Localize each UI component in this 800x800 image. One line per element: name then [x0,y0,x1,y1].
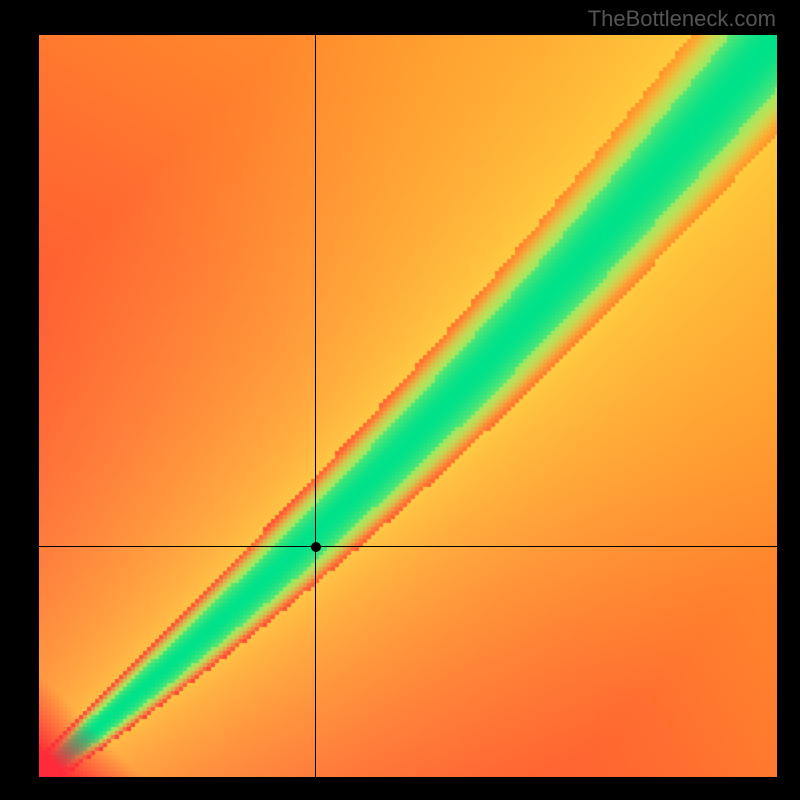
crosshair-horizontal [39,546,777,547]
frame-border-right [777,32,780,780]
crosshair-vertical [315,35,316,777]
watermark-text: TheBottleneck.com [588,6,776,32]
marker-dot [311,542,321,552]
frame-border-bottom [36,777,780,780]
frame-border-top [36,32,780,35]
heatmap-plot [39,35,777,777]
heatmap-canvas [39,35,777,777]
frame-border-left [36,32,39,780]
